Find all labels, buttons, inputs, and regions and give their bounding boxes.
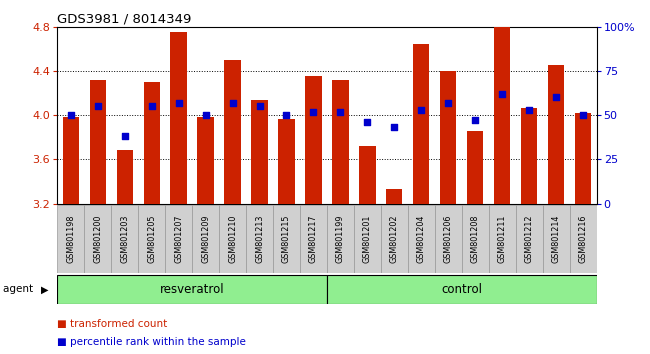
Bar [543,205,569,273]
Point [120,133,130,139]
Point [497,91,508,97]
Text: GSM801217: GSM801217 [309,215,318,263]
Bar [273,205,300,273]
Text: GSM801213: GSM801213 [255,215,264,263]
Bar [521,108,538,204]
Bar [84,205,111,273]
Bar [219,205,246,273]
Bar [192,205,219,273]
Point [335,109,346,114]
Bar [381,205,408,273]
Bar [300,205,327,273]
Text: GSM801204: GSM801204 [417,215,426,263]
Point [281,112,292,118]
Text: GSM801216: GSM801216 [578,215,588,263]
Bar [278,120,294,204]
Text: GSM801211: GSM801211 [498,215,507,263]
Bar [467,131,484,204]
Text: GSM801206: GSM801206 [444,215,453,263]
Text: GSM801208: GSM801208 [471,215,480,263]
Bar [575,113,592,204]
Bar [138,205,165,273]
Text: GSM801209: GSM801209 [201,215,210,263]
Bar [435,205,462,273]
Bar [144,82,160,204]
Text: GSM801210: GSM801210 [228,215,237,263]
Bar [252,99,268,204]
Bar [165,205,192,273]
Text: GSM801200: GSM801200 [93,215,102,263]
Text: ▶: ▶ [41,284,49,295]
Bar [462,205,489,273]
Point [443,100,454,105]
Text: GSM801205: GSM801205 [147,215,156,263]
Bar [57,275,327,304]
Point [308,109,318,114]
Point [416,107,426,113]
Bar [116,150,133,204]
Text: ■ transformed count: ■ transformed count [57,319,168,329]
Point [470,118,480,123]
Bar [246,205,273,273]
Text: agent: agent [3,284,36,295]
Text: GSM801202: GSM801202 [390,215,399,263]
Bar [569,205,597,273]
Text: resveratrol: resveratrol [160,283,224,296]
Text: GDS3981 / 8014349: GDS3981 / 8014349 [57,12,192,25]
Bar [332,80,348,204]
Point [362,119,372,125]
Bar [224,60,240,204]
Point [146,103,157,109]
Bar [327,205,354,273]
Point [227,100,238,105]
Bar [327,275,597,304]
Text: GSM801199: GSM801199 [336,215,345,263]
Bar [489,205,516,273]
Bar [386,189,402,204]
Bar [198,117,214,204]
Point [524,107,534,113]
Bar [440,71,456,204]
Bar [359,146,376,204]
Bar [306,76,322,204]
Bar [408,205,435,273]
Bar [413,44,430,204]
Bar [111,205,138,273]
Point [66,112,76,118]
Text: GSM801198: GSM801198 [66,215,75,263]
Bar [548,65,564,204]
Point [174,100,184,105]
Point [389,125,400,130]
Point [578,112,588,118]
Text: GSM801214: GSM801214 [552,215,561,263]
Text: GSM801207: GSM801207 [174,215,183,263]
Point [200,112,211,118]
Text: control: control [441,283,482,296]
Bar [62,117,79,204]
Point [92,103,103,109]
Point [254,103,265,109]
Bar [516,205,543,273]
Text: GSM801215: GSM801215 [282,215,291,263]
Bar [57,205,84,273]
Text: GSM801203: GSM801203 [120,215,129,263]
Text: GSM801201: GSM801201 [363,215,372,263]
Bar [90,80,106,204]
Bar [170,32,187,204]
Text: GSM801212: GSM801212 [525,215,534,263]
Text: ■ percentile rank within the sample: ■ percentile rank within the sample [57,337,246,347]
Bar [354,205,381,273]
Point [551,95,562,100]
Bar [494,27,510,204]
